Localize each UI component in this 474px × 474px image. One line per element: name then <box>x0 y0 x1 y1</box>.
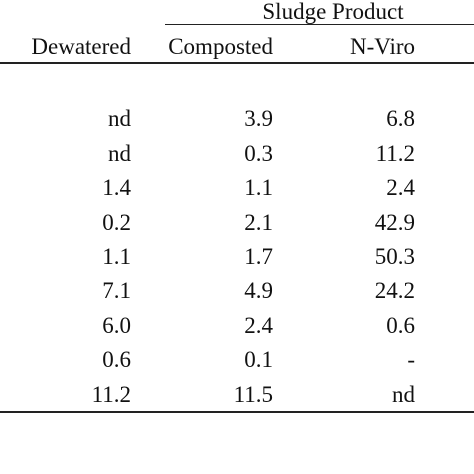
group-header-rule <box>165 24 474 25</box>
table-row: 0.2 2.1 42.9 <box>0 209 474 237</box>
table-cell: 1.1 <box>244 175 273 200</box>
table-cell: 0.3 <box>244 141 273 166</box>
table-row: 6.0 2.4 0.6 <box>0 312 474 340</box>
table-cell: nd <box>108 141 131 166</box>
table-cell: 2.1 <box>244 210 273 235</box>
table-cell: 1.4 <box>102 175 131 200</box>
table-cell: 1.7 <box>244 244 273 269</box>
table-cell: 11.2 <box>375 141 415 166</box>
table-cell: nd <box>392 382 415 407</box>
table-cell: 1.1 <box>102 244 131 269</box>
bottom-rule <box>0 411 474 413</box>
table-row: nd 3.9 6.8 <box>0 105 474 133</box>
table-row: 7.1 4.9 24.2 <box>0 277 474 305</box>
table-cell: 6.0 <box>102 313 131 338</box>
table-cell: 50.3 <box>374 244 415 269</box>
table-cell: 42.9 <box>374 210 415 235</box>
table-cell: 0.2 <box>102 210 131 235</box>
table-cell: 24.2 <box>374 278 415 303</box>
group-header-sludge-product: Sludge Product <box>262 0 404 24</box>
table-cell: 0.6 <box>386 313 415 338</box>
table-row: 1.4 1.1 2.4 <box>0 174 474 202</box>
table-cell: 0.1 <box>244 347 273 372</box>
table-cell: 4.9 <box>244 278 273 303</box>
table-row: 11.2 11.5 nd <box>0 381 474 409</box>
table-cell: 6.8 <box>386 106 415 131</box>
table-cell: 7.1 <box>102 278 131 303</box>
table-cell: - <box>407 347 415 372</box>
table-cell: 0.6 <box>102 347 131 372</box>
column-header-dewatered: Dewatered <box>31 34 131 59</box>
table-row: 0.6 0.1 - <box>0 346 474 374</box>
column-header-n-viro: N-Viro <box>349 34 415 59</box>
table-cell: 3.9 <box>244 106 273 131</box>
column-header-composted: Composted <box>168 34 273 59</box>
table-row: nd 0.3 11.2 <box>0 140 474 168</box>
table-cell: 11.2 <box>91 382 131 407</box>
table-row: 1.1 1.7 50.3 <box>0 243 474 271</box>
header-rule <box>0 62 474 64</box>
table-cell: 2.4 <box>244 313 273 338</box>
table-cell: 11.5 <box>233 382 273 407</box>
table-cell: 2.4 <box>386 175 415 200</box>
table-cell: nd <box>108 106 131 131</box>
